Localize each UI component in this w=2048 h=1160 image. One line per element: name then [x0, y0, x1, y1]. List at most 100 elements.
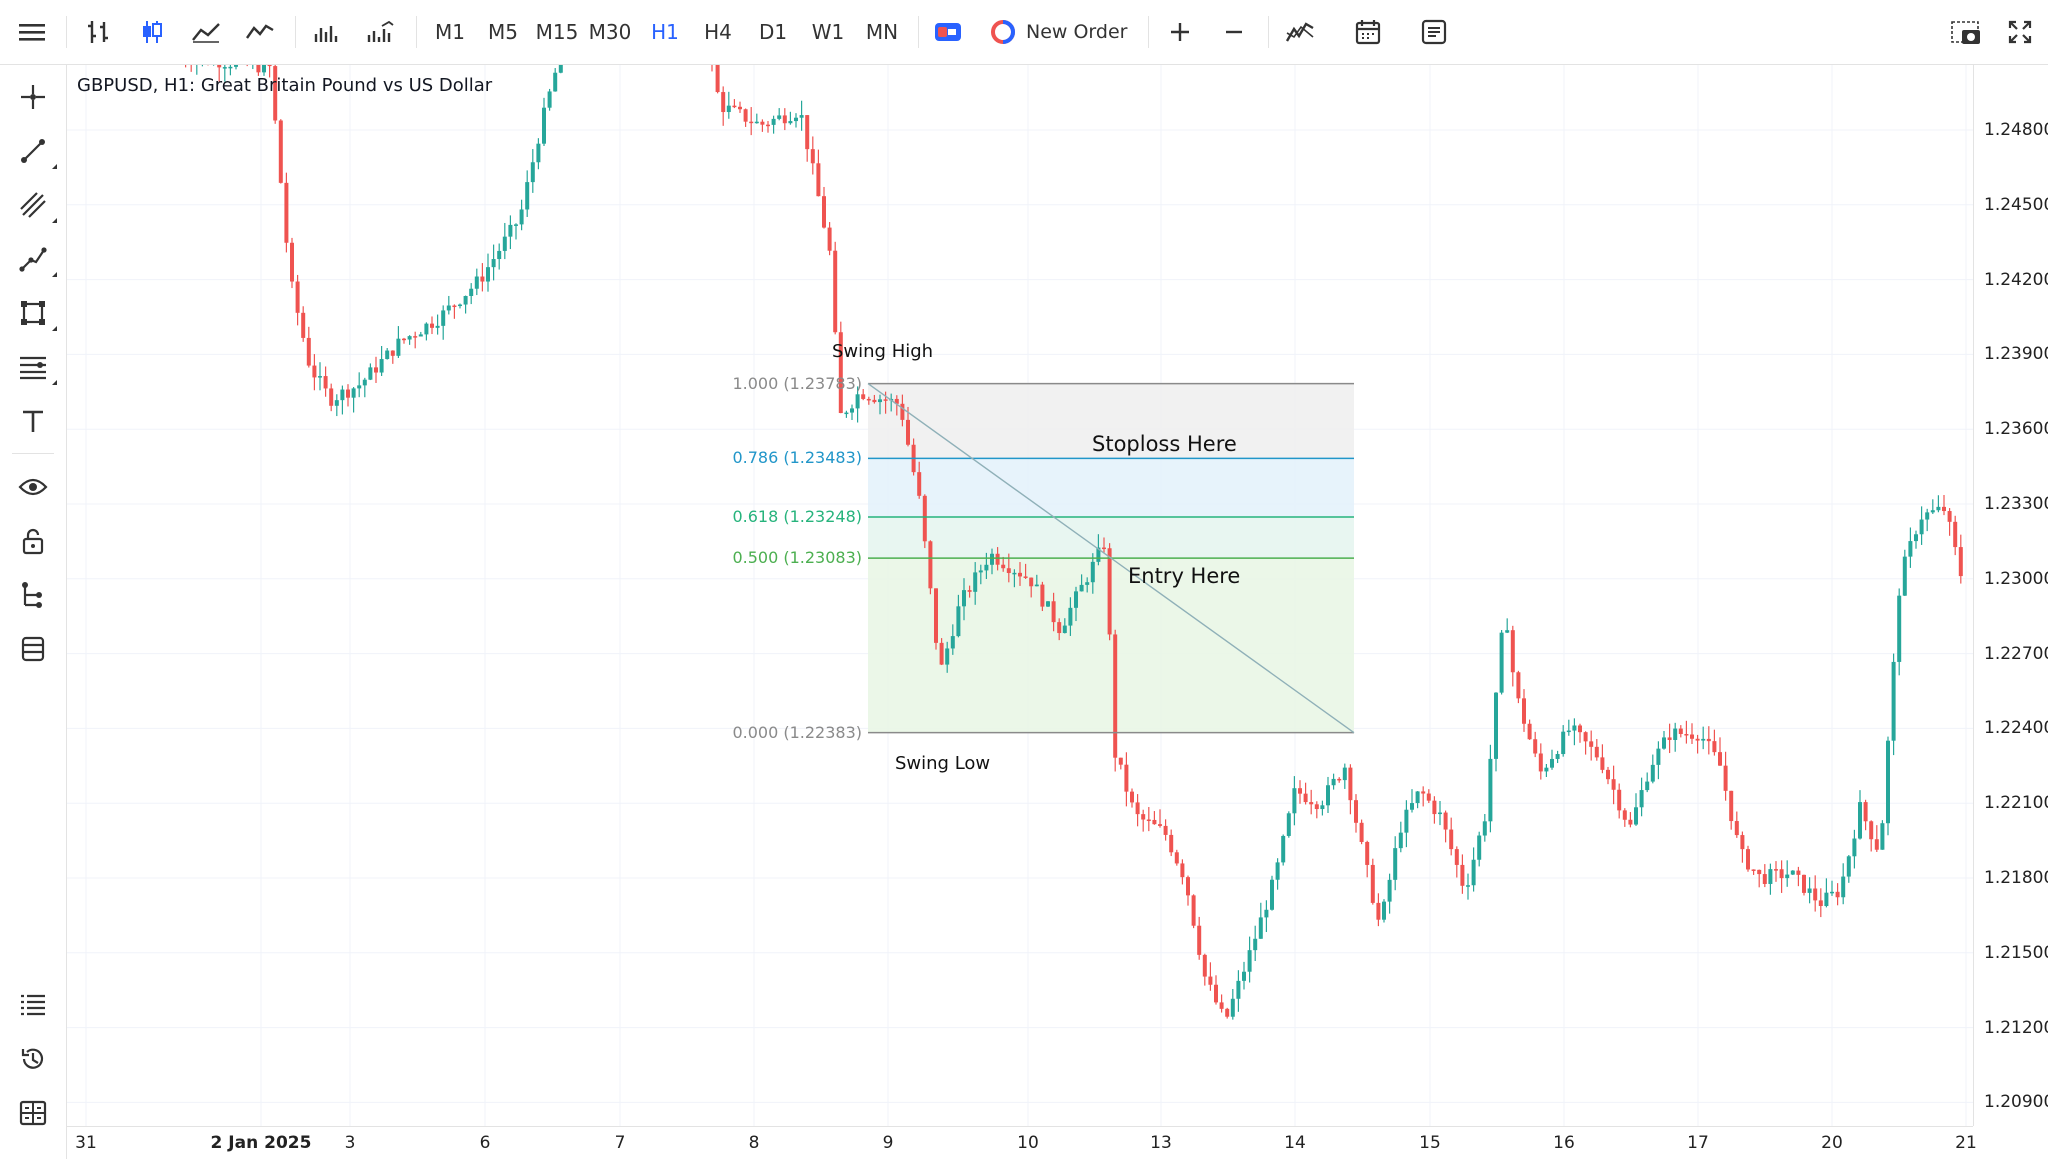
object-tree-icon[interactable] [13, 575, 53, 615]
time-label: 17 [1687, 1133, 1709, 1153]
price-label: 1.21500 [1984, 942, 2048, 963]
price-label: 1.22400 [1984, 718, 2048, 739]
candle-body [1068, 607, 1073, 626]
candle-body [1113, 634, 1118, 758]
zoom-out-icon[interactable] [1214, 12, 1254, 52]
tab-timeframe-mn[interactable]: MN [865, 20, 899, 44]
candle-body [295, 281, 300, 313]
candle-body [715, 63, 720, 93]
lock-icon[interactable] [13, 521, 53, 561]
candle-body [1505, 630, 1510, 633]
eye-icon[interactable] [13, 467, 53, 507]
tab-timeframe-h4[interactable]: H4 [704, 20, 732, 44]
swing-high-label: Swing High [832, 341, 934, 362]
candle-body [1062, 625, 1067, 634]
candle-body [1662, 737, 1666, 749]
area-chart-icon[interactable] [240, 12, 280, 52]
candle-body [922, 495, 927, 542]
candle-body [1090, 561, 1095, 583]
fullscreen-icon[interactable] [2000, 12, 2040, 52]
tab-timeframe-m30[interactable]: M30 [588, 20, 632, 44]
candle-body [351, 388, 356, 398]
one-click-trading-icon[interactable] [928, 12, 968, 52]
candle-body [446, 305, 451, 311]
candle-body [1807, 888, 1812, 893]
candlestick-icon[interactable] [132, 12, 172, 52]
new-order-icon [991, 20, 1015, 44]
indicators-icon[interactable] [1280, 12, 1320, 52]
tab-timeframe-m15[interactable]: M15 [535, 20, 579, 44]
candle-body [1639, 790, 1644, 808]
candle-body [435, 325, 440, 328]
channel-icon[interactable] [13, 185, 57, 225]
new-order-button[interactable]: New Order [990, 12, 1130, 52]
time-label: 13 [1150, 1133, 1172, 1153]
shapes-icon[interactable] [13, 293, 57, 333]
candle-body [771, 118, 776, 125]
candle-body [553, 72, 558, 92]
candle-body [1124, 764, 1129, 792]
tab-timeframe-h1[interactable]: H1 [651, 20, 679, 44]
volume-icon[interactable] [306, 12, 346, 52]
candle-body [290, 242, 294, 282]
price-axis[interactable]: 1.24800 1.24500 1.24200 1.23900 1.23600 1.233… [1973, 65, 2048, 1126]
price-label: 1.23000 [1984, 568, 2048, 589]
candle-body [1578, 725, 1582, 733]
candle-body [474, 276, 479, 289]
time-axis[interactable]: 31 2 Jan 2025 3 6 7 8 9 10 13 14 15 16 17 20 21 [67, 1126, 1977, 1160]
bar-chart-icon[interactable] [78, 12, 118, 52]
trendline-icon[interactable] [13, 131, 57, 171]
tab-timeframe-d1[interactable]: D1 [758, 20, 788, 44]
candle-body [1085, 582, 1090, 585]
candle-body [1320, 805, 1325, 810]
candle-body [1510, 630, 1515, 673]
candle-body [788, 121, 793, 124]
candle-body [256, 61, 261, 73]
polyline-icon[interactable] [13, 239, 57, 279]
candle-body [458, 304, 462, 307]
history-icon[interactable] [13, 1039, 53, 1079]
candle-body [1006, 568, 1011, 574]
time-label: 21 [1955, 1133, 1977, 1153]
candle-body [1740, 835, 1745, 850]
text-icon[interactable] [13, 401, 53, 441]
candle-body [1762, 874, 1767, 884]
fibonacci-icon[interactable] [13, 347, 57, 387]
candle-body [1460, 864, 1465, 886]
candle-body [1051, 601, 1056, 623]
candle-body [950, 636, 955, 649]
candle-body [1163, 825, 1168, 835]
candle-body [1270, 879, 1274, 910]
tick-volume-icon[interactable] [360, 12, 400, 52]
layers-icon[interactable] [13, 629, 53, 669]
tab-timeframe-m1[interactable]: M1 [435, 20, 465, 44]
candle-body [1275, 862, 1280, 880]
candle-body [1942, 506, 1946, 512]
account-icon[interactable] [13, 1093, 53, 1133]
calendar-icon[interactable] [1348, 12, 1388, 52]
crosshair-icon[interactable] [13, 77, 53, 117]
candle-body [1382, 901, 1386, 920]
price-label: 1.24800 [1984, 120, 2048, 140]
candle-body [334, 400, 339, 406]
line-chart-icon[interactable] [186, 12, 226, 52]
notes-icon[interactable] [1414, 12, 1454, 52]
candle-body [278, 120, 283, 183]
candle-body [1443, 812, 1448, 830]
menu-icon[interactable] [12, 12, 52, 52]
screenshot-icon[interactable] [1946, 12, 1986, 52]
candle-body [978, 570, 983, 573]
candle-body [396, 338, 401, 356]
time-label: 9 [882, 1133, 894, 1153]
watchlist-icon[interactable] [13, 985, 53, 1025]
zoom-in-icon[interactable] [1160, 12, 1200, 52]
candle-body [362, 379, 367, 386]
tab-timeframe-m5[interactable]: M5 [488, 20, 518, 44]
candle-body [816, 163, 821, 197]
fib-level-label: 1.000 (1.23783) [732, 373, 862, 393]
candle-body [497, 250, 502, 260]
candle-body [962, 590, 966, 607]
candle-body [273, 66, 278, 121]
tab-timeframe-w1[interactable]: W1 [811, 20, 845, 44]
